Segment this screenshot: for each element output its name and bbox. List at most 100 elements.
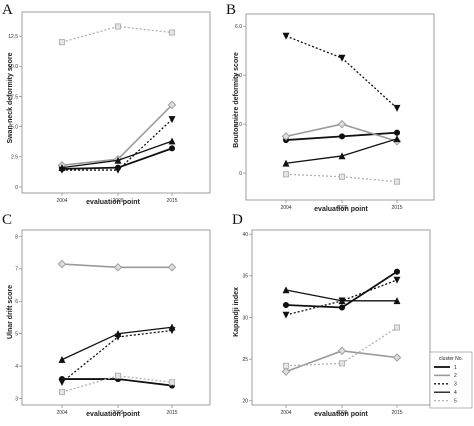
- y-tick-label: 10.0: [8, 64, 18, 70]
- x-tick-label: 2004: [280, 205, 291, 211]
- panel-a-y-label: Swan-neck deformity score: [7, 52, 14, 143]
- y-tick-label: 12.5: [8, 34, 18, 40]
- series-point-2: [167, 263, 177, 272]
- series-point-3: [393, 104, 401, 112]
- series-point-1: [168, 145, 176, 152]
- panel-c-y-label: Ulnar drift score: [7, 285, 14, 339]
- panel-c-plot: 3 4 5 6 7 8 2004 2009 2015: [15, 229, 211, 416]
- series-point-3: [58, 379, 66, 386]
- series-point-3: [282, 311, 290, 319]
- series-point-5: [114, 23, 122, 30]
- y-tick-label: 30: [242, 315, 248, 321]
- x-tick-label: 2015: [166, 410, 177, 416]
- series-point-5: [58, 388, 66, 396]
- series-point-5: [338, 360, 346, 367]
- panel-b-x-label: evaluation point: [314, 206, 368, 213]
- x-tick-label: 2009: [112, 198, 123, 204]
- y-tick-label: 4.0: [235, 73, 242, 79]
- series-point-5: [58, 39, 66, 46]
- x-tick-label: 2004: [280, 410, 291, 416]
- y-tick-label: 5.0: [11, 124, 18, 130]
- series-line-5: [285, 326, 398, 367]
- panel-d-x-label: evaluation point: [314, 411, 368, 418]
- y-tick-label: 0: [15, 185, 18, 191]
- y-tick-label: 7: [15, 267, 18, 273]
- legend-entry-1: 1: [454, 365, 457, 371]
- series-point-2: [281, 367, 291, 376]
- series-line-4: [285, 138, 398, 164]
- panel-b-letter: B: [226, 2, 236, 18]
- y-tick-label: 2.0: [235, 122, 242, 128]
- plot-frame: [251, 229, 431, 406]
- series-point-4: [282, 286, 290, 294]
- panel-b-y-label: Boutonnière deformity score: [233, 52, 240, 148]
- y-tick-label: 0: [239, 171, 242, 177]
- series-point-3: [114, 166, 122, 174]
- series-point-4: [114, 156, 122, 164]
- y-tick-label: 20: [242, 399, 248, 405]
- legend-entry-3: 3: [454, 382, 457, 388]
- y-tick-label: 7.5: [11, 94, 18, 100]
- series-point-4: [58, 163, 66, 171]
- legend-entry-2: 2: [454, 373, 457, 379]
- series-point-3: [338, 54, 346, 62]
- series-point-4: [58, 355, 66, 363]
- series-point-4: [168, 323, 176, 331]
- x-tick-label: 2015: [391, 205, 402, 211]
- legend-title: cluster No.: [439, 356, 463, 362]
- series-point-2: [167, 100, 177, 110]
- series-point-1: [393, 129, 401, 136]
- x-tick-label: 2009: [336, 205, 347, 211]
- panel-a: A Swan-neck deformity score evaluation p…: [2, 2, 211, 206]
- panel-a-letter: A: [2, 2, 13, 18]
- series-point-3: [168, 116, 176, 124]
- panel-b-plot: 0 2.0 4.0 6.0 2004 2009 2015: [235, 13, 435, 211]
- y-tick-label: 25: [242, 357, 248, 363]
- y-tick-label: 40: [242, 232, 248, 238]
- legend: cluster No. 1 2 3 4 5: [429, 351, 473, 409]
- series-point-5: [338, 173, 346, 180]
- legend-entry-5: 5: [454, 398, 457, 404]
- panel-d-plot: 20 25 30 35 40 2004 2009 2015: [242, 229, 431, 416]
- series-point-1: [338, 304, 346, 311]
- series-point-5: [282, 171, 290, 178]
- panel-c: C Ulnar drift score evaluation point 3 4 5…: [2, 212, 211, 418]
- x-tick-label: 2009: [336, 410, 347, 416]
- series-point-5: [282, 362, 290, 369]
- series-point-4: [393, 297, 401, 305]
- y-tick-label: 6.0: [235, 24, 242, 30]
- x-tick-label: 2004: [56, 410, 67, 416]
- panel-a-x-label: evaluation point: [86, 199, 140, 206]
- series-point-3: [393, 276, 401, 284]
- series-point-4: [338, 297, 346, 305]
- panel-d: D Kapandji index evaluation point 20 25 30…: [232, 212, 431, 418]
- series-point-2: [337, 119, 347, 129]
- series-point-1: [393, 268, 401, 275]
- series-point-5: [393, 178, 401, 185]
- series-point-2: [113, 263, 123, 272]
- panel-c-x-label: evaluation point: [86, 411, 140, 418]
- panel-d-y-label: Kapandji index: [233, 287, 240, 337]
- panel-c-letter: C: [2, 212, 12, 228]
- plot-frame: [21, 229, 211, 406]
- x-tick-label: 2015: [391, 410, 402, 416]
- plot-frame: [21, 11, 211, 194]
- series-point-3: [282, 32, 290, 40]
- series-point-4: [338, 152, 346, 160]
- y-tick-label: 4: [15, 364, 18, 370]
- y-tick-label: 2.5: [11, 155, 18, 161]
- x-tick-label: 2009: [112, 410, 123, 416]
- x-tick-label: 2004: [56, 198, 67, 204]
- series-point-5: [393, 324, 401, 331]
- series-point-2: [57, 259, 67, 269]
- series-line-3: [285, 35, 398, 109]
- panel-d-letter: D: [232, 212, 243, 228]
- series-point-4: [282, 159, 290, 167]
- series-point-4: [168, 137, 176, 145]
- series-point-2: [337, 346, 347, 356]
- plot-frame: [245, 13, 435, 201]
- x-tick-label: 2015: [166, 198, 177, 204]
- legend-entry-4: 4: [454, 390, 457, 396]
- panel-b: B Boutonnière deformity score evaluation…: [226, 2, 435, 213]
